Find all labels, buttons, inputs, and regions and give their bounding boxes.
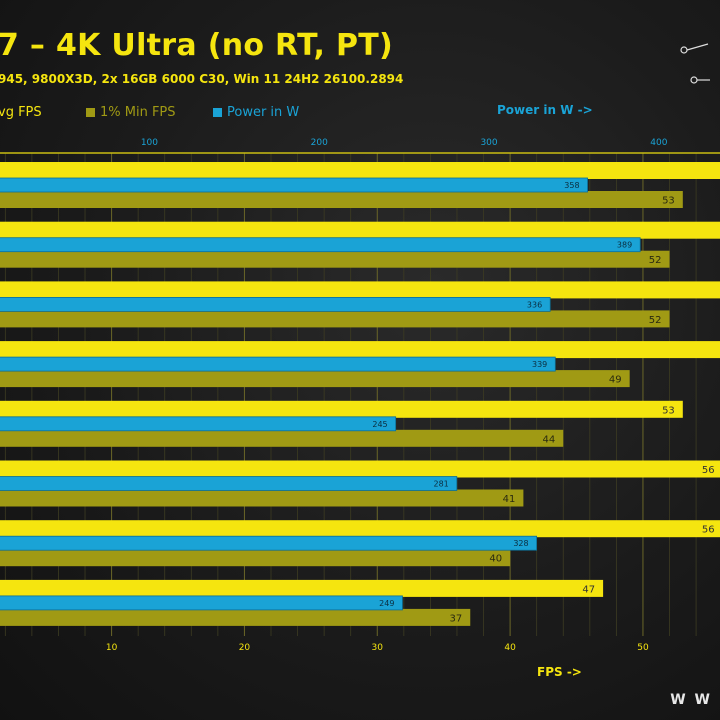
power-label: 389 <box>617 241 632 250</box>
power-label: 281 <box>434 480 449 489</box>
avg-fps-label: 56 <box>702 465 715 476</box>
power-bar <box>0 595 403 611</box>
watermark-logo: W W <box>670 692 712 708</box>
avg-fps-bar <box>0 341 720 359</box>
avg-fps-bar <box>0 520 720 538</box>
power-bar <box>0 237 641 253</box>
power-label: 245 <box>372 420 387 429</box>
min-fps-label: 49 <box>609 375 622 386</box>
avg-fps-label: 56 <box>702 525 715 536</box>
chart-subtitle: 945, 9800X3D, 2x 16GB 6000 C30, Win 11 2… <box>0 72 404 86</box>
min-fps-bar <box>0 250 670 268</box>
min-fps-bar <box>0 608 471 626</box>
avg-fps-bar <box>0 579 604 597</box>
fps-tick-label: 20 <box>239 643 251 653</box>
fps-axis-title: FPS -> <box>537 665 582 679</box>
power-bar <box>0 296 551 312</box>
power-label: 336 <box>527 300 542 309</box>
min-fps-label: 37 <box>450 613 463 624</box>
decorative-lines <box>680 43 710 84</box>
power-bar <box>0 416 397 432</box>
avg-fps-label: 47 <box>582 584 595 595</box>
power-bar <box>0 177 588 193</box>
power-tick-label: 100 <box>141 138 158 148</box>
legend-power-label: Power in W <box>227 105 300 120</box>
min-fps-label: 53 <box>662 196 675 207</box>
power-axis-title: Power in W -> <box>497 103 593 117</box>
min-fps-bar <box>0 489 524 507</box>
fps-tick-label: 10 <box>106 643 118 653</box>
power-bar <box>0 476 458 491</box>
chart-title: 7 – 4K Ultra (no RT, PT) <box>0 28 394 63</box>
min-fps-bar <box>0 310 670 328</box>
power-tick-label: 400 <box>650 138 667 148</box>
power-bar <box>0 535 538 551</box>
fps-tick-label: 40 <box>504 643 516 653</box>
avg-fps-bar <box>0 400 683 418</box>
min-fps-bar <box>0 191 683 208</box>
min-fps-label: 44 <box>543 434 556 445</box>
fps-tick-label: 30 <box>372 643 384 653</box>
min-fps-bar <box>0 429 564 447</box>
power-tick-label: 200 <box>311 138 328 148</box>
avg-fps-bar <box>0 221 720 239</box>
power-tick-label: 300 <box>480 138 497 148</box>
power-label: 328 <box>513 539 528 548</box>
legend-power-swatch <box>213 108 222 117</box>
min-fps-label: 52 <box>649 315 662 326</box>
min-fps-label: 40 <box>489 554 502 565</box>
legend-power: Power in W <box>213 105 299 120</box>
min-fps-label: 41 <box>503 494 516 505</box>
min-fps-label: 52 <box>649 255 662 266</box>
power-label: 358 <box>564 181 579 190</box>
legend-avg-fps-label: vg FPS <box>0 105 42 120</box>
power-bar <box>0 356 556 372</box>
min-fps-bar <box>0 370 630 388</box>
legend-min-fps: 1% Min FPS <box>86 105 176 120</box>
avg-fps-bar <box>0 162 720 179</box>
power-label: 339 <box>532 360 547 369</box>
power-label: 249 <box>379 599 394 608</box>
legend-min-fps-swatch <box>86 108 95 117</box>
avg-fps-bar <box>0 281 720 299</box>
legend-min-fps-label: 1% Min FPS <box>100 105 176 120</box>
avg-fps-label: 53 <box>662 405 675 416</box>
legend-avg-fps: vg FPS <box>0 105 42 120</box>
avg-fps-bar <box>0 460 720 478</box>
fps-tick-label: 50 <box>637 643 649 653</box>
min-fps-bar <box>0 549 511 567</box>
